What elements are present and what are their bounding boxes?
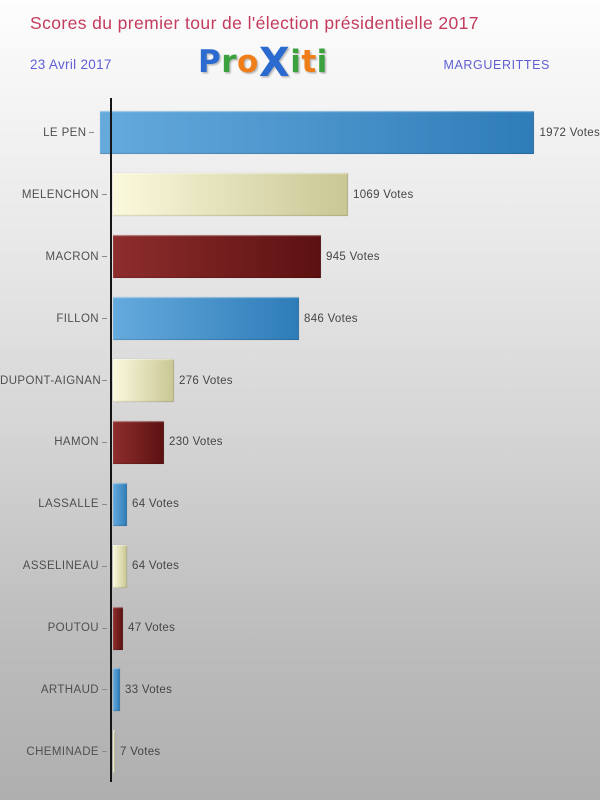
category-label: LE PEN (43, 126, 87, 139)
date-label: 23 Avril 2017 (30, 57, 112, 72)
chart-row: CHEMINADE 7 Votes (0, 721, 600, 783)
value-label: 47 Votes (128, 622, 176, 635)
bar-cheminade (113, 730, 115, 774)
logo-letter: o (237, 44, 259, 80)
value-label: 33 Votes (125, 683, 173, 696)
category-label: HAMON (54, 436, 99, 449)
category-label: DUPONT-AIGNAN (0, 374, 102, 387)
bar-asselineau (113, 544, 127, 588)
category-label: ASSELINEAU (22, 560, 99, 573)
chart-rows: LE PEN 1972 Votes MELENCHON 1069 Votes MACRO… (0, 102, 600, 783)
chart-row: HAMON 230 Votes (0, 411, 600, 473)
bar-le-pen (100, 111, 535, 155)
category-label: MACRON (45, 250, 99, 263)
axis-tick (102, 565, 107, 567)
value-label: 64 Votes (132, 560, 180, 573)
value-label: 945 Votes (326, 250, 380, 263)
logo-letter: t (301, 44, 317, 80)
bar-fillon (113, 297, 299, 341)
bar-lassalle (113, 482, 127, 526)
logo-letter: i (290, 44, 302, 80)
logo-letter: P (198, 44, 222, 80)
chart-row: DUPONT-AIGNAN 276 Votes (0, 350, 600, 412)
proxiti-logo: ProXiti (198, 43, 328, 83)
category-label: CHEMINADE (26, 745, 99, 758)
logo-letter: r (221, 44, 238, 80)
value-label: 1069 Votes (353, 188, 414, 201)
chart-row: LASSALLE 64 Votes (0, 473, 600, 535)
bar-dupont-aignan (113, 359, 174, 402)
logo-letter: i (316, 44, 328, 80)
value-label: 230 Votes (169, 436, 223, 449)
subheader: 23 Avril 2017 ProXiti MARGUERITTES (0, 43, 600, 92)
value-label: 276 Votes (179, 374, 233, 387)
bar-macron (113, 235, 321, 279)
value-label: 7 Votes (120, 745, 161, 758)
y-axis-line (110, 98, 112, 782)
bar-chart: LE PEN 1972 Votes MELENCHON 1069 Votes MACRO… (0, 98, 600, 798)
bar-arthaud (113, 668, 120, 712)
chart-row: LE PEN 1972 Votes (0, 102, 600, 164)
category-label: POUTOU (47, 622, 99, 635)
axis-tick (102, 503, 107, 505)
axis-tick (102, 751, 107, 753)
value-label: 1972 Votes (539, 126, 600, 139)
chart-row: POUTOU 47 Votes (0, 597, 600, 659)
axis-tick (102, 441, 107, 443)
axis-tick (102, 318, 107, 320)
bar-melenchon (113, 173, 348, 217)
axis-tick (102, 380, 107, 381)
chart-row: ARTHAUD 33 Votes (0, 659, 600, 721)
page-title: Scores du premier tour de l'élection pré… (30, 13, 479, 33)
axis-tick (102, 689, 107, 691)
axis-tick (102, 256, 107, 258)
category-label: FILLON (56, 312, 99, 325)
city-label: MARGUERITTES (443, 58, 550, 72)
axis-tick (102, 627, 107, 629)
value-label: 64 Votes (132, 498, 180, 511)
category-label: LASSALLE (38, 498, 99, 511)
category-label: ARTHAUD (40, 683, 99, 696)
chart-row: ASSELINEAU 64 Votes (0, 535, 600, 597)
logo-letter: X (258, 40, 291, 86)
axis-tick (102, 194, 107, 196)
category-label: MELENCHON (21, 188, 99, 201)
value-label: 846 Votes (304, 312, 358, 325)
bar-poutou (113, 606, 123, 650)
chart-row: MELENCHON 1069 Votes (0, 164, 600, 226)
axis-tick (89, 132, 95, 134)
bar-hamon (113, 420, 164, 464)
chart-row: FILLON 846 Votes (0, 288, 600, 350)
chart-row: MACRON 945 Votes (0, 226, 600, 288)
